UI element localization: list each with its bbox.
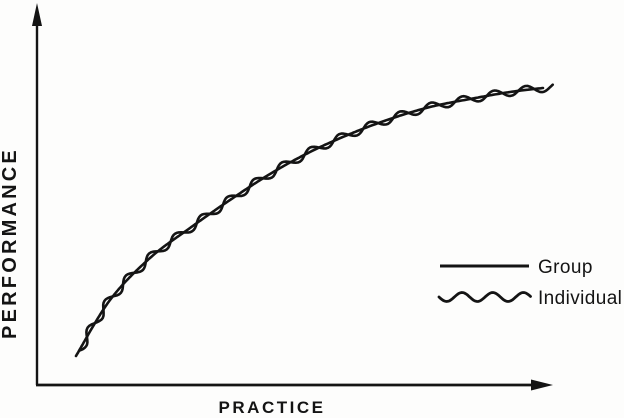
- legend: Group Individual: [437, 257, 622, 309]
- legend-label-group: Group: [538, 257, 593, 278]
- y-axis-arrow-icon: [32, 3, 42, 26]
- x-axis-label: PRACTICE: [219, 398, 326, 417]
- legend-label-individual: Individual: [538, 288, 622, 309]
- group-curve: [74, 86, 545, 358]
- x-axis-arrow-icon: [531, 379, 553, 391]
- y-axis-label: PERFORMANCE: [0, 147, 21, 339]
- individual-curve: [78, 83, 554, 352]
- x-axis: [36, 379, 553, 391]
- individual-wave-swatch-icon: [437, 291, 532, 303]
- y-axis: [32, 3, 42, 385]
